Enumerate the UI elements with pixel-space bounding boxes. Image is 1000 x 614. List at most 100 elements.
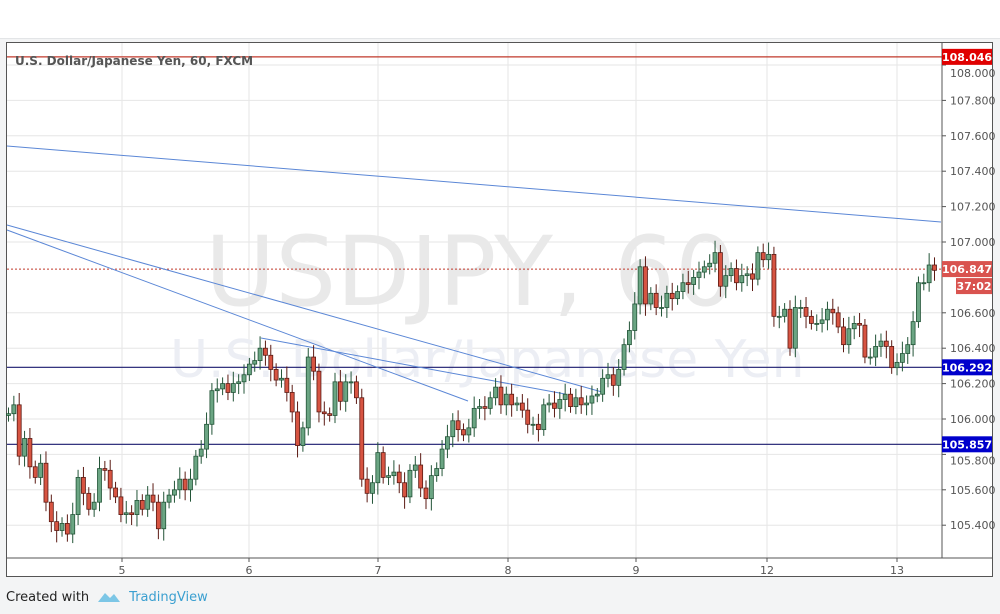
candle-body (412, 464, 418, 471)
candle-body (107, 469, 113, 489)
candle-body (632, 303, 638, 331)
candle-body (6, 413, 11, 416)
candle-body (819, 319, 825, 324)
candle-body (471, 407, 477, 429)
y-tick-label: 107.800 (950, 94, 996, 107)
candle-body (648, 292, 654, 305)
candle-body (113, 487, 118, 498)
candle-body (771, 253, 777, 317)
level-label: 106.292 (942, 361, 992, 374)
candle-body (846, 328, 852, 346)
candle-body (712, 252, 718, 264)
candle-body (268, 354, 274, 370)
candle-body (493, 386, 498, 399)
candle-body (300, 427, 306, 446)
candle-body (808, 315, 814, 324)
grid (7, 43, 942, 558)
candle-body (541, 404, 547, 431)
candle-body (659, 307, 664, 309)
trendline (260, 337, 566, 395)
candle-body (862, 324, 868, 358)
candle-body (150, 494, 156, 503)
trendlines (6, 145, 942, 402)
candle-body (16, 404, 22, 457)
x-tick-label: 12 (760, 564, 774, 577)
candle-body (723, 275, 729, 287)
candle-body (701, 266, 707, 273)
candle-body (86, 492, 92, 510)
candle-body (905, 344, 911, 354)
candle-body (830, 308, 836, 314)
candle-body (519, 402, 525, 411)
candle-body (932, 264, 937, 271)
candle-body (214, 388, 220, 392)
tradingview-link[interactable]: TradingView (129, 589, 208, 605)
candle-body (883, 340, 889, 347)
candle-body (739, 275, 745, 284)
candle-body (32, 466, 38, 478)
level-label-bg (942, 48, 992, 65)
candle-body (263, 347, 268, 356)
candle-body (889, 346, 895, 369)
candle-body (643, 266, 648, 305)
candle-body (760, 252, 766, 261)
candle-body (621, 344, 627, 370)
y-tick-label: 107.600 (950, 130, 996, 143)
candle-body (766, 253, 771, 261)
candle-body (562, 393, 568, 400)
candle-body (305, 356, 311, 429)
level-label-bg (942, 359, 992, 376)
candle-body (910, 321, 916, 346)
candle-body (177, 478, 183, 491)
level-label: 105.857 (942, 438, 992, 451)
candle-body (568, 393, 573, 408)
candle-body (894, 361, 900, 369)
candle-body (857, 323, 862, 326)
candle-body (423, 487, 429, 500)
tradingview-logo-icon (98, 593, 121, 602)
candle-body (487, 397, 493, 409)
candle-body (782, 308, 788, 317)
candle-body (573, 397, 579, 408)
candle-body (450, 420, 456, 438)
candle-body (477, 406, 482, 409)
candle-body (696, 271, 702, 278)
last-price-label: 106.847 (942, 263, 992, 276)
x-tick-label: 7 (375, 564, 382, 577)
candle-body (386, 475, 391, 478)
y-tick-label: 107.000 (950, 236, 996, 249)
price-axis[interactable]: 108.000 107.800 107.600 107.400 107.200 107.0… (942, 64, 996, 532)
last-price-label-bg (942, 261, 992, 278)
candle-body (284, 377, 290, 393)
candle-body (514, 402, 520, 406)
candle-body (707, 262, 713, 268)
candle-body (675, 291, 680, 300)
candle-body (97, 468, 102, 503)
candle-body (616, 369, 622, 386)
candle-body (627, 330, 632, 346)
candle-body (685, 282, 691, 285)
candle-body (744, 273, 750, 277)
candle-body (418, 464, 424, 489)
candle-body (64, 523, 70, 535)
candle-body (584, 402, 589, 406)
candle-body (557, 399, 563, 409)
candle-body (91, 501, 97, 510)
top-bar (0, 0, 1000, 39)
y-tick-label: 106.400 (950, 342, 996, 355)
candle-body (792, 307, 798, 349)
y-tick-label: 106.200 (950, 378, 996, 391)
candle-body (370, 482, 375, 494)
candle-body (899, 353, 905, 363)
candle-body (380, 452, 386, 478)
created-with-text: Created with (6, 589, 90, 605)
candle-body (610, 374, 616, 386)
y-tick-label: 105.600 (950, 484, 996, 497)
countdown-bg (956, 278, 992, 295)
candle-body (878, 340, 884, 347)
time-axis[interactable]: 5 6 7 8 9 12 13 (119, 558, 905, 577)
candle-body (220, 383, 226, 390)
x-tick-label: 9 (633, 564, 640, 577)
candle-body (482, 406, 488, 409)
